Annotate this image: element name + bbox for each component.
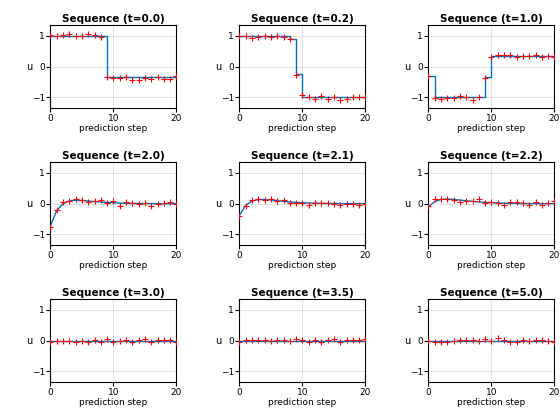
Y-axis label: u: u (214, 199, 221, 209)
X-axis label: prediction step: prediction step (268, 261, 337, 270)
X-axis label: prediction step: prediction step (268, 398, 337, 407)
Title: Sequence (t=3.5): Sequence (t=3.5) (251, 289, 354, 298)
Title: Sequence (t=3.0): Sequence (t=3.0) (62, 289, 165, 298)
X-axis label: prediction step: prediction step (458, 261, 525, 270)
Y-axis label: u: u (214, 336, 221, 346)
X-axis label: prediction step: prediction step (80, 261, 147, 270)
Title: Sequence (t=5.0): Sequence (t=5.0) (440, 289, 543, 298)
X-axis label: prediction step: prediction step (80, 124, 147, 133)
Title: Sequence (t=2.1): Sequence (t=2.1) (251, 152, 354, 161)
Y-axis label: u: u (404, 199, 410, 209)
Title: Sequence (t=1.0): Sequence (t=1.0) (440, 14, 543, 24)
Y-axis label: u: u (26, 62, 32, 72)
Y-axis label: u: u (404, 336, 410, 346)
Y-axis label: u: u (404, 62, 410, 72)
X-axis label: prediction step: prediction step (458, 398, 525, 407)
Y-axis label: u: u (214, 62, 221, 72)
X-axis label: prediction step: prediction step (458, 124, 525, 133)
Y-axis label: u: u (26, 199, 32, 209)
Title: Sequence (t=0.2): Sequence (t=0.2) (251, 14, 354, 24)
Title: Sequence (t=2.0): Sequence (t=2.0) (62, 152, 165, 161)
Title: Sequence (t=2.2): Sequence (t=2.2) (440, 152, 543, 161)
Y-axis label: u: u (26, 336, 32, 346)
X-axis label: prediction step: prediction step (268, 124, 337, 133)
Title: Sequence (t=0.0): Sequence (t=0.0) (62, 14, 165, 24)
X-axis label: prediction step: prediction step (80, 398, 147, 407)
